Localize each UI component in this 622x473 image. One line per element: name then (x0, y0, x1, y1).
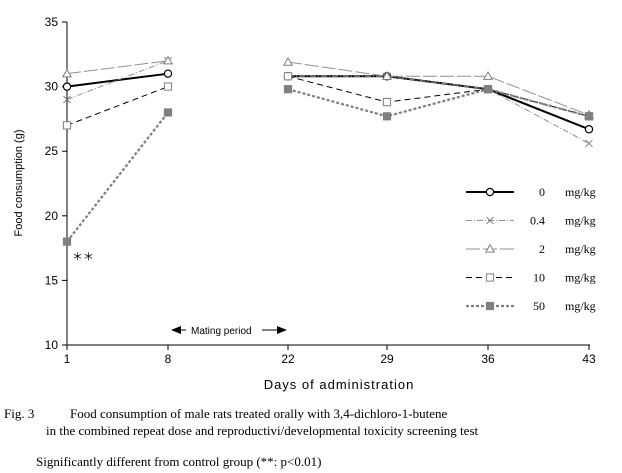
data-point (483, 85, 493, 94)
legend-item: 0 mg/kg (466, 185, 596, 199)
legend-label: 0.4 (530, 214, 545, 228)
legend-item: 0.4 mg/kg (466, 214, 596, 228)
series-line (287, 61, 590, 116)
x-ticks: 1 8 22 29 36 43 (64, 345, 596, 366)
mating-period-indicator: Mating period (171, 326, 287, 337)
series-layer (61, 55, 595, 246)
legend-item: 10 mg/kg (466, 271, 596, 285)
series-0-mg-kg (62, 69, 594, 134)
x-axis-label: Days of administration (264, 377, 415, 392)
series-line (66, 86, 169, 126)
series-line (66, 111, 169, 243)
caption-line1: Food consumption of male rats treated or… (70, 406, 447, 421)
legend-label: 0 (539, 185, 545, 199)
data-point (63, 95, 71, 104)
data-point (382, 98, 392, 107)
legend-marker (486, 216, 494, 225)
legend-unit: mg/kg (565, 299, 596, 313)
data-point (62, 121, 72, 130)
data-point (62, 82, 72, 91)
series-line (66, 60, 169, 100)
x-tick-label: 22 (281, 352, 295, 366)
x-tick-label: 43 (582, 352, 596, 366)
data-point (163, 82, 173, 91)
x-tick-label: 29 (380, 352, 394, 366)
y-axis-label: Food consumption (g) (13, 130, 25, 237)
data-point (282, 56, 294, 66)
caption-line2: in the combined repeat dose and reproduc… (46, 423, 478, 438)
series-0-4-mg-kg (63, 56, 593, 148)
series-50-mg-kg (62, 85, 594, 246)
legend-unit: mg/kg (565, 242, 596, 256)
series-line (287, 88, 590, 118)
legend-label: 50 (533, 299, 545, 313)
data-point (162, 55, 174, 65)
y-tick-label: 25 (45, 144, 59, 158)
x-marker-stroke (63, 95, 71, 104)
series-line (287, 75, 590, 117)
mating-arrow-left-icon (171, 326, 181, 334)
legend-label: 2 (539, 242, 545, 256)
y-tick-label: 35 (45, 15, 59, 29)
data-point (163, 69, 173, 78)
legend-item: 2 mg/kg (466, 242, 596, 256)
y-ticks: 10 15 20 25 30 35 (45, 15, 67, 352)
data-point (61, 68, 73, 78)
data-point (163, 108, 173, 117)
legend-marker (485, 187, 495, 197)
legend-unit: mg/kg (565, 271, 596, 285)
mating-arrow-right-icon (277, 326, 287, 334)
y-tick-label: 15 (45, 273, 59, 287)
series-2-mg-kg (61, 55, 595, 119)
data-point (381, 71, 393, 80)
data-point (62, 237, 72, 246)
data-point (585, 139, 593, 148)
legend-item: 50 mg/kg (466, 299, 596, 313)
x-tick-label: 36 (481, 352, 495, 366)
y-tick-label: 20 (45, 209, 59, 223)
legend-unit: mg/kg (565, 185, 596, 199)
legend: 0 mg/kg 0.4 mg/kg 2 mg/kg 10 mg/kg 50 mg/kg (466, 185, 596, 313)
series-line (66, 60, 169, 75)
caption-note: Significantly different from control gro… (36, 454, 321, 469)
series-line (66, 72, 169, 88)
legend-marker (485, 273, 495, 282)
mating-period-label: Mating period (191, 326, 252, 337)
significance-marker: ＊＊ (72, 251, 94, 263)
caption-fig-label: Fig. 3 (4, 406, 34, 421)
data-point (382, 112, 392, 121)
data-point (584, 125, 594, 134)
data-point (283, 72, 293, 81)
x-tick-label: 8 (165, 352, 172, 366)
legend-unit: mg/kg (565, 214, 596, 228)
x-marker-stroke (585, 139, 593, 148)
legend-marker (485, 301, 495, 311)
legend-label: 10 (533, 271, 545, 285)
y-tick-label: 30 (45, 80, 59, 94)
series-line (288, 75, 590, 144)
y-tick-label: 10 (45, 338, 59, 352)
x-marker-stroke (486, 216, 494, 225)
x-tick-label: 1 (64, 352, 71, 366)
legend-marker (484, 243, 496, 253)
data-point (283, 85, 293, 94)
data-point (584, 112, 594, 121)
data-point (482, 71, 494, 80)
